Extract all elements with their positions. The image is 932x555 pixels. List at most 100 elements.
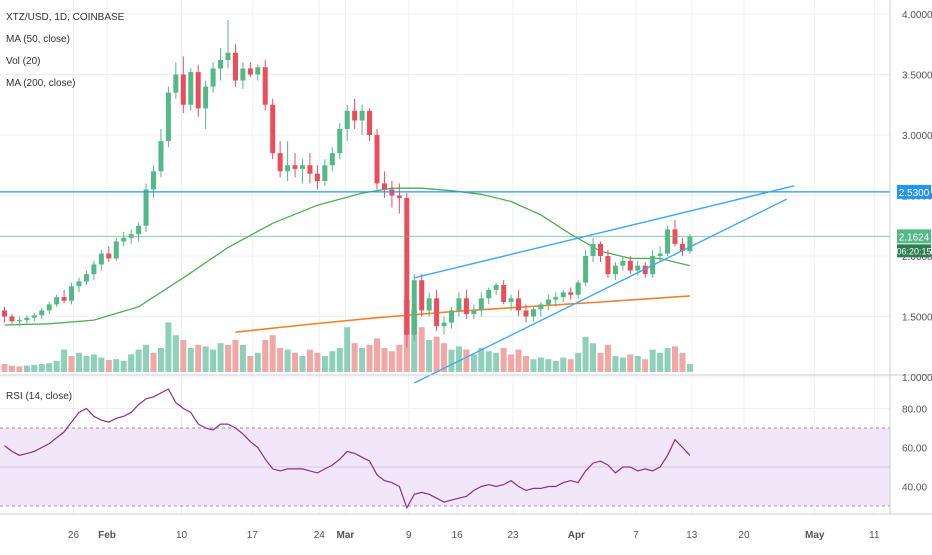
candle xyxy=(583,249,589,287)
volume-bar xyxy=(284,349,291,372)
countdown-badge: 06:20:15 xyxy=(896,246,931,256)
volume-bar xyxy=(135,349,142,372)
volume-bar xyxy=(381,348,388,372)
candle-body xyxy=(31,315,37,318)
candle xyxy=(136,222,142,242)
candle xyxy=(188,68,194,111)
candle xyxy=(91,260,97,281)
volume-bar xyxy=(530,359,537,372)
volume-bar xyxy=(292,352,299,372)
candle-body xyxy=(203,86,209,109)
candle-body xyxy=(598,243,603,256)
candle-body xyxy=(478,298,484,311)
candle xyxy=(441,316,447,335)
candle-body xyxy=(24,317,30,321)
candle xyxy=(538,301,544,317)
rsi-tick-label: 60.00 xyxy=(902,444,927,455)
candle-body xyxy=(612,265,618,275)
candle xyxy=(367,108,373,142)
candle-body xyxy=(143,189,149,226)
time-tick-label: 24 xyxy=(314,530,326,541)
candle-body xyxy=(374,135,380,184)
candle xyxy=(657,246,663,263)
candle xyxy=(270,98,276,160)
candle-body xyxy=(210,68,216,87)
volume-bar xyxy=(38,364,45,372)
candle-body xyxy=(225,52,231,60)
volume-bar xyxy=(254,352,261,372)
volume-bar xyxy=(321,356,328,372)
candle-body xyxy=(493,285,499,290)
candle xyxy=(344,104,350,142)
candle xyxy=(404,193,410,347)
legend-ma200: MA (200, close) xyxy=(6,78,76,89)
candle xyxy=(300,159,305,184)
candle-body xyxy=(136,225,142,235)
volume-bar xyxy=(515,349,522,372)
volume-bar xyxy=(552,360,559,372)
volume-bar xyxy=(448,349,455,372)
time-tick-label: 11 xyxy=(869,530,880,541)
volume-bar xyxy=(23,365,30,372)
candle-body xyxy=(121,237,127,242)
volume-bar xyxy=(336,348,343,372)
volume-bar xyxy=(90,354,97,372)
candlesticks xyxy=(2,20,693,347)
volume-bar xyxy=(604,344,611,372)
time-tick-label: May xyxy=(805,530,825,541)
candle-body xyxy=(590,243,596,256)
candle-body xyxy=(165,92,171,142)
volume-bar xyxy=(61,349,68,372)
candle xyxy=(83,270,89,286)
candle-body xyxy=(523,310,529,317)
candle-body xyxy=(426,298,432,311)
candle xyxy=(352,98,358,129)
volume-bar xyxy=(612,356,619,372)
volume-bar xyxy=(426,340,433,372)
candle xyxy=(590,237,596,263)
candle-body xyxy=(635,265,641,271)
candle xyxy=(471,304,477,319)
candle xyxy=(143,183,149,232)
candle xyxy=(337,122,343,160)
candle xyxy=(411,274,417,341)
volume-bar xyxy=(478,348,485,372)
candle-body xyxy=(9,316,15,322)
volume-bar xyxy=(1,364,8,372)
drawn-lines xyxy=(0,185,890,384)
candle xyxy=(322,159,328,186)
candle-body xyxy=(530,309,536,317)
candle-body xyxy=(456,298,462,311)
candle-body xyxy=(151,171,156,190)
axes xyxy=(0,0,932,515)
price-tick-label: 1.5000 xyxy=(902,313,932,324)
volume-bar xyxy=(560,357,567,372)
volume-bar xyxy=(232,340,239,372)
volume-bar xyxy=(195,344,202,372)
volume-bar xyxy=(299,356,306,372)
volume-bar xyxy=(441,343,448,372)
candle-body xyxy=(240,68,246,81)
volume-bar xyxy=(46,363,53,372)
price-badges: 2.5300 2.1624 06:20:15 xyxy=(896,184,932,258)
volume-bar xyxy=(664,348,671,372)
candle xyxy=(158,128,164,178)
legend-symbol: XTZ/USD, 1D, COINBASE xyxy=(6,12,125,23)
candle xyxy=(530,306,536,322)
volume-bar xyxy=(344,327,351,372)
candle-body xyxy=(687,236,693,252)
volume-bar xyxy=(16,366,23,372)
rsi-band xyxy=(0,427,890,507)
candle xyxy=(24,315,30,324)
candle-body xyxy=(218,59,224,69)
volume-bar xyxy=(679,352,686,372)
volume-bar xyxy=(575,352,582,372)
candle xyxy=(247,62,253,77)
volume-bar xyxy=(53,360,60,372)
candle-body xyxy=(575,282,581,295)
candle xyxy=(396,183,402,214)
volume-bar xyxy=(210,349,217,372)
volume-bar xyxy=(582,336,589,372)
candle-body xyxy=(54,297,60,305)
